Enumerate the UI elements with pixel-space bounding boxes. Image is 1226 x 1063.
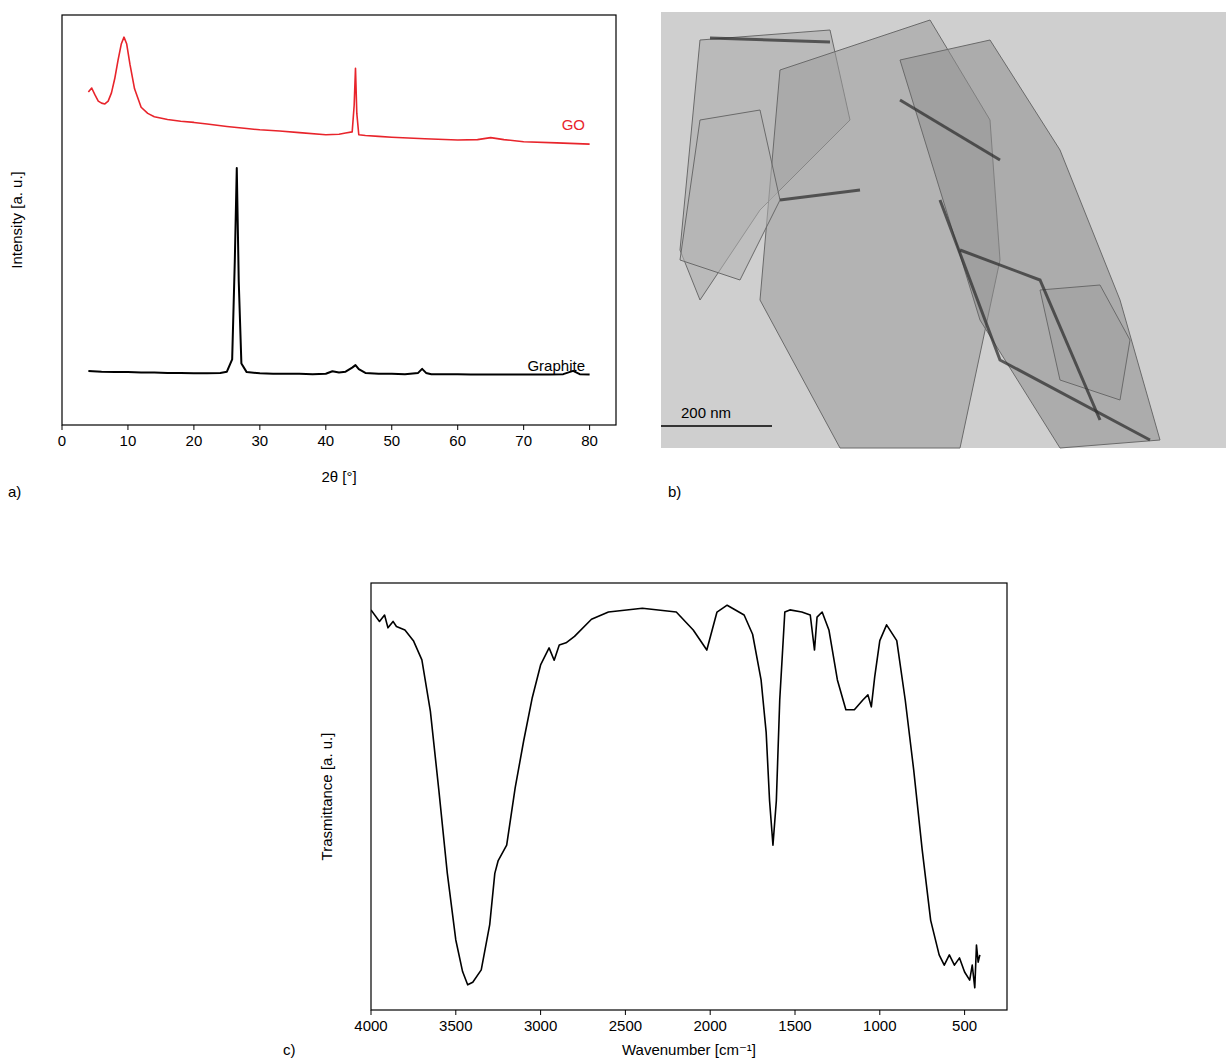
x-tick-label: 0 (58, 432, 66, 449)
figure: 0 10 20 30 40 50 60 70 80 2θ [°] Intensity [a. u.]… (0, 0, 1226, 1063)
image-ground (661, 12, 1226, 448)
x-tick (540, 1010, 541, 1015)
sheet (900, 40, 1160, 448)
series-line (371, 605, 980, 988)
x-tick (391, 425, 392, 430)
series-group (371, 605, 980, 988)
fold (940, 200, 1150, 440)
series-label: Graphite (527, 357, 585, 374)
x-tick-label: 70 (515, 432, 532, 449)
x-tick-label: 30 (252, 432, 269, 449)
x-tick-label: 3500 (439, 1017, 472, 1034)
x-tick (625, 1010, 626, 1015)
x-tick (457, 425, 458, 430)
series-group (88, 37, 589, 374)
x-tick (589, 425, 590, 430)
panel: 0 10 20 30 40 50 60 70 80 2θ [°] Intensity [a. u.]… (8, 15, 616, 500)
x-tick-label: 1500 (778, 1017, 811, 1034)
x-tick (371, 1010, 372, 1015)
series-label: GO (562, 116, 585, 133)
x-tick (193, 425, 194, 430)
panel: 200 nm b) (661, 12, 1226, 500)
x-tick (795, 1010, 796, 1015)
x-tick-label: 500 (952, 1017, 977, 1034)
x-tick (879, 1010, 880, 1015)
fold (900, 100, 1000, 160)
panel-label: c) (283, 1041, 296, 1058)
x-tick-label: 10 (120, 432, 137, 449)
x-tick (259, 425, 260, 430)
x-axis-title: 2θ [°] (321, 468, 356, 485)
series-line (88, 168, 589, 375)
fold (960, 250, 1100, 420)
x-tick (455, 1010, 456, 1015)
x-tick-label: 20 (186, 432, 203, 449)
x-tick-label: 1000 (863, 1017, 896, 1034)
x-tick-label: 2500 (609, 1017, 642, 1034)
y-axis-title: Trasmittance [a. u.] (318, 733, 335, 861)
fold (710, 38, 830, 42)
micrograph: 200 nm (661, 12, 1226, 448)
y-axis-title: Intensity [a. u.] (8, 171, 25, 269)
x-tick (710, 1010, 711, 1015)
x-tick-label: 60 (449, 432, 466, 449)
x-axis-title: Wavenumber [cm⁻¹] (622, 1041, 756, 1058)
x-tick-label: 3000 (524, 1017, 557, 1034)
x-tick-label: 50 (383, 432, 400, 449)
fold (780, 190, 860, 200)
scale-bar-label: 200 nm (681, 404, 731, 421)
x-tick-label: 40 (317, 432, 334, 449)
scale-bar (661, 425, 772, 427)
x-tick-label: 2000 (694, 1017, 727, 1034)
panel-label: a) (8, 483, 21, 500)
x-tick-label: 80 (581, 432, 598, 449)
x-tick (62, 425, 63, 430)
x-tick (523, 425, 524, 430)
x-tick (127, 425, 128, 430)
plot-frame (62, 15, 616, 425)
sheet (680, 110, 780, 280)
x-tick (964, 1010, 965, 1015)
x-tick (325, 425, 326, 430)
plot-frame (371, 583, 1007, 1010)
series-line (88, 37, 589, 144)
x-tick-label: 4000 (354, 1017, 387, 1034)
panel-label: b) (668, 483, 681, 500)
panel: 4000 3500 3000 2500 2000 1500 1000 500 Wavenumbe… (283, 583, 1007, 1058)
